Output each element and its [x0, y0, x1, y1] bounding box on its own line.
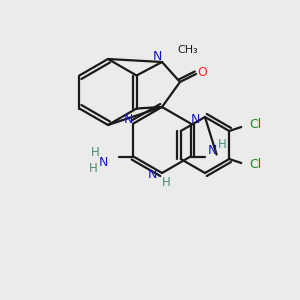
- Text: H: H: [89, 162, 98, 175]
- Text: O: O: [197, 65, 207, 79]
- Text: Cl: Cl: [249, 158, 261, 172]
- Text: Cl: Cl: [249, 118, 261, 131]
- Text: N: N: [191, 113, 200, 126]
- Text: CH₃: CH₃: [177, 45, 198, 55]
- Text: N: N: [124, 113, 133, 126]
- Text: N: N: [99, 156, 108, 169]
- Text: H: H: [91, 146, 100, 159]
- Text: N: N: [152, 50, 162, 64]
- Text: N: N: [147, 169, 157, 182]
- Text: H: H: [162, 176, 170, 188]
- Text: H: H: [218, 138, 227, 151]
- Text: N: N: [208, 144, 217, 157]
